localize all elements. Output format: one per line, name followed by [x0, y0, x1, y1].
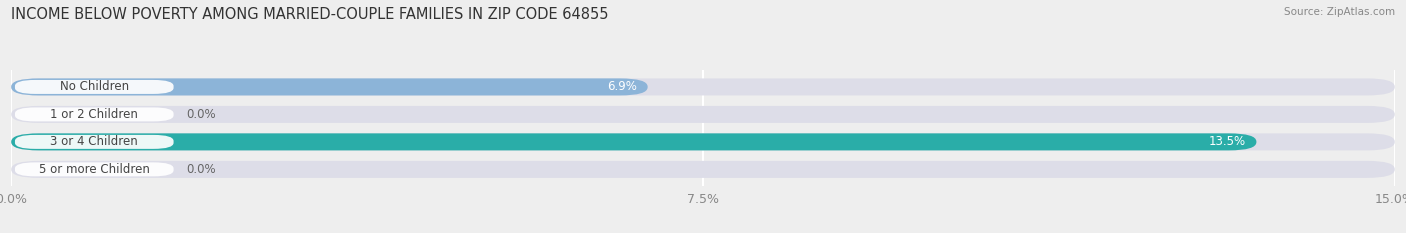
FancyBboxPatch shape — [15, 107, 173, 121]
Text: 13.5%: 13.5% — [1208, 135, 1246, 148]
FancyBboxPatch shape — [15, 80, 173, 94]
FancyBboxPatch shape — [15, 162, 173, 176]
Text: 6.9%: 6.9% — [607, 80, 637, 93]
FancyBboxPatch shape — [11, 79, 648, 96]
Text: No Children: No Children — [59, 80, 129, 93]
Text: 3 or 4 Children: 3 or 4 Children — [51, 135, 138, 148]
FancyBboxPatch shape — [11, 106, 1395, 123]
Text: 5 or more Children: 5 or more Children — [39, 163, 149, 176]
FancyBboxPatch shape — [11, 133, 1395, 151]
FancyBboxPatch shape — [11, 133, 1257, 151]
Text: 0.0%: 0.0% — [187, 163, 217, 176]
Text: Source: ZipAtlas.com: Source: ZipAtlas.com — [1284, 7, 1395, 17]
Text: 1 or 2 Children: 1 or 2 Children — [51, 108, 138, 121]
FancyBboxPatch shape — [11, 79, 1395, 96]
FancyBboxPatch shape — [15, 135, 173, 149]
FancyBboxPatch shape — [11, 161, 1395, 178]
Text: INCOME BELOW POVERTY AMONG MARRIED-COUPLE FAMILIES IN ZIP CODE 64855: INCOME BELOW POVERTY AMONG MARRIED-COUPL… — [11, 7, 609, 22]
Text: 0.0%: 0.0% — [187, 108, 217, 121]
